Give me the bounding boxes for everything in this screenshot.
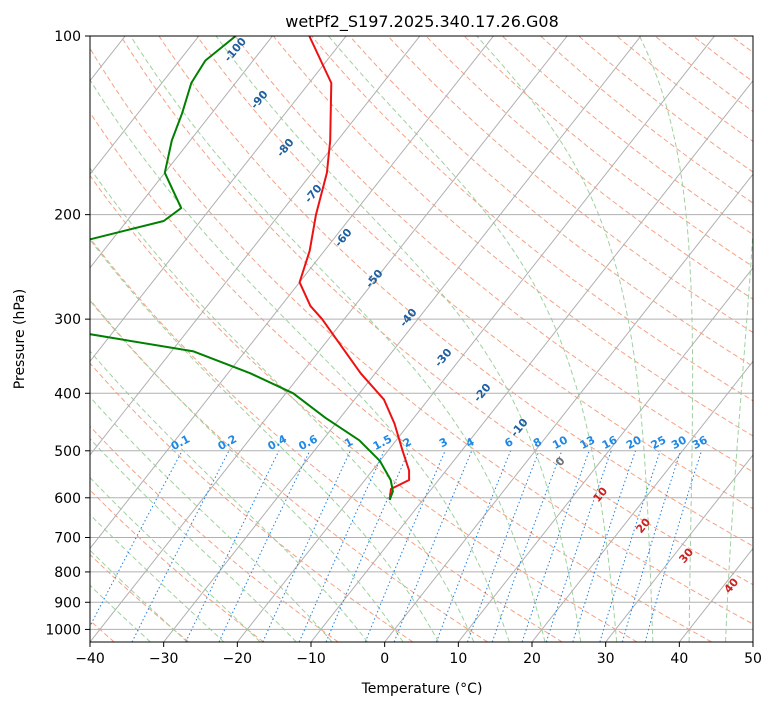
y-tick-label: 500: [54, 444, 81, 460]
moist-adiabat-line: [130, 36, 546, 642]
x-tick-label: 50: [744, 651, 762, 667]
x-tick-label: −10: [296, 651, 326, 667]
dry-adiabat-line: [234, 36, 753, 473]
y-tick-label: 900: [54, 595, 81, 611]
isotherm-line: [310, 79, 753, 642]
mixing-ratio-line: [435, 450, 512, 642]
y-tick-label: 400: [54, 386, 81, 402]
mixing-ratio-line: [467, 450, 540, 642]
y-tick-label: 300: [54, 312, 81, 328]
chart-title: wetPf2_S197.2025.340.17.26.G08: [285, 12, 559, 32]
dry-adiabat-line: [90, 489, 264, 642]
mixing-ratio-label: 20: [624, 433, 644, 452]
moist-adiabat-line: [90, 396, 333, 642]
y-tick-label: 200: [54, 208, 81, 224]
x-tick-label: 30: [597, 651, 615, 667]
x-tick-label: 20: [523, 651, 541, 667]
x-tick-label: 0: [380, 651, 389, 667]
moist-adiabat-line: [476, 36, 654, 642]
mixing-ratio-line: [298, 450, 385, 642]
moist-adiabat-line: [215, 36, 582, 642]
isotherm-line: [90, 36, 568, 642]
dry-adiabat-line: [90, 237, 563, 642]
dry-adiabat-line: [90, 47, 753, 625]
mixing-ratio-label: 13: [578, 433, 598, 452]
dry-adiabat-line: [310, 36, 753, 402]
dry-adiabat-line: [196, 36, 753, 510]
y-axis: 100 200 300 400 500 600 700 800 900 1000: [45, 29, 90, 638]
x-tick-label: −30: [149, 651, 179, 667]
plot-frame: [89, 35, 754, 643]
mixing-ratio-line: [521, 450, 590, 642]
moist-adiabat-line: [90, 438, 297, 642]
dry-adiabat-line: [272, 36, 753, 437]
temperature-profile-line: [298, 36, 411, 501]
moist-adiabat-line: [90, 79, 510, 642]
dry-adiabat-line: [90, 299, 488, 642]
y-tick-label: 100: [54, 29, 81, 45]
x-tick-label: 10: [449, 651, 467, 667]
isotherm-line: [457, 266, 753, 642]
dry-adiabat-line: [616, 36, 753, 143]
mixing-ratio-label: 10: [550, 433, 570, 452]
mixing-ratio-label: 25: [649, 433, 669, 452]
mixing-ratio-line: [393, 450, 473, 642]
isotherm-line: [236, 36, 716, 642]
moist-adiabat-line: [90, 167, 475, 642]
profile-series: [90, 36, 411, 501]
mixing-ratio-line: [599, 450, 661, 642]
dry-adiabat-line: [349, 36, 753, 367]
plot-background: [90, 36, 753, 642]
isotherm-line: [90, 36, 495, 550]
mixing-ratio-line: [364, 450, 446, 642]
mixing-ratio-line: [491, 450, 563, 642]
x-axis: −40 −30 −20 −10 0 10 20 30 40 50: [75, 642, 762, 667]
y-tick-label: 600: [54, 491, 81, 507]
x-axis-title: Temperature (°C): [361, 681, 483, 697]
y-tick-label: 700: [54, 531, 81, 547]
isotherm-line: [90, 36, 274, 269]
moist-adiabat-line: [90, 476, 261, 642]
y-axis-title: Pressure (hPa): [12, 289, 28, 389]
mixing-ratio-label: 16: [600, 433, 620, 452]
dewpoint-profile-line: [90, 36, 394, 501]
y-tick-label: 1000: [45, 622, 81, 638]
isotherm-line: [90, 36, 200, 176]
mixing-ratio-line: [572, 450, 636, 642]
y-tick-label: 800: [54, 565, 81, 581]
moist-adiabat-line: [638, 36, 694, 642]
moist-adiabat-line: [725, 223, 753, 642]
isotherm-line: [531, 360, 753, 642]
mixing-ratio-line: [545, 450, 612, 642]
x-tick-label: −40: [75, 651, 105, 667]
isotherm-line: [90, 36, 421, 456]
mixing-ratio-label: 36: [690, 433, 710, 452]
dry-adiabat-line: [539, 36, 753, 204]
isotherm-line: [605, 454, 753, 642]
isotherm-line: [163, 36, 642, 642]
dry-adiabat-line: [158, 36, 753, 547]
moist-adiabat-line: [90, 298, 404, 642]
dry-adiabat-line: [463, 36, 753, 268]
background-lines: [90, 36, 753, 642]
mixing-ratio-line: [185, 450, 280, 642]
mixing-ratio-label: 30: [669, 433, 689, 452]
mixing-ratio-line: [90, 450, 183, 628]
dry-adiabat-line: [425, 36, 753, 300]
moist-adiabat-line: [90, 238, 439, 642]
isotherm-line: [384, 173, 753, 642]
dry-adiabat-line: [90, 174, 638, 642]
x-tick-label: 40: [670, 651, 688, 667]
x-tick-label: −20: [223, 651, 253, 667]
mixing-ratio-line: [644, 450, 702, 642]
mixing-ratio-line: [621, 450, 682, 642]
isotherm-line: [90, 36, 347, 363]
